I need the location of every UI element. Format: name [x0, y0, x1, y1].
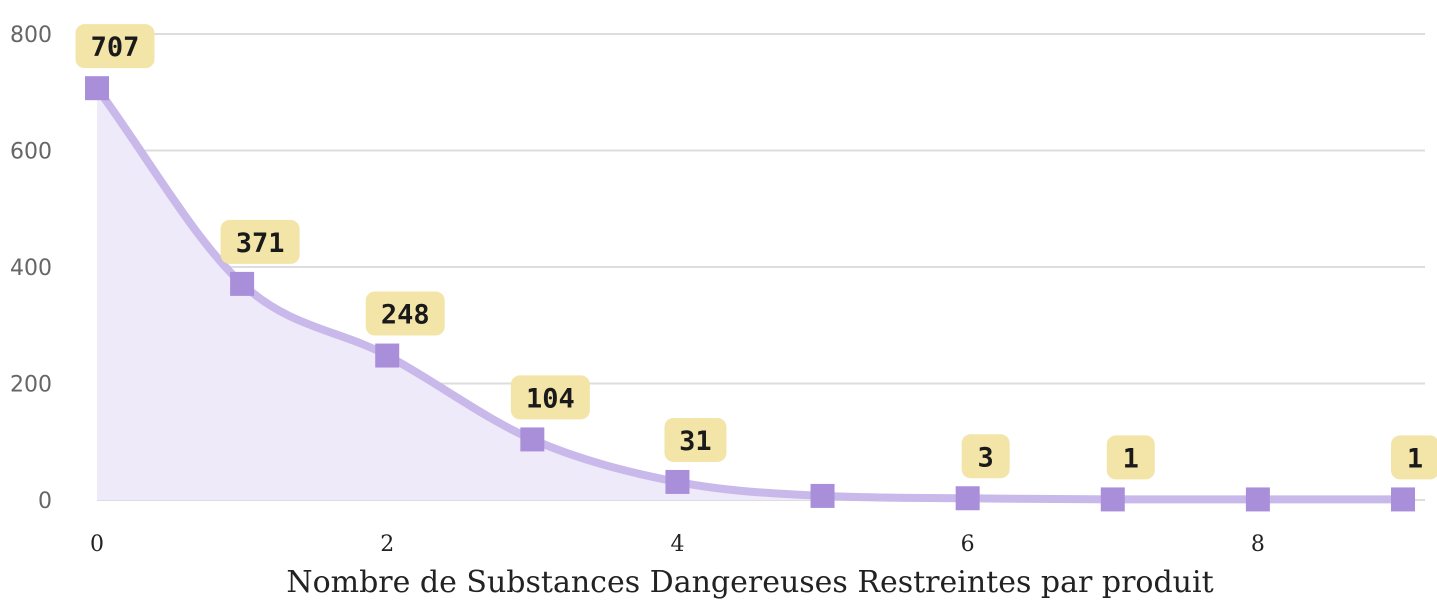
data-label-text: 707 — [91, 32, 140, 63]
x-tick-label: 8 — [1251, 532, 1265, 557]
data-label-box — [75, 24, 155, 69]
data-label-box — [220, 219, 300, 264]
data-point-marker — [520, 427, 545, 452]
data-label-box — [1106, 435, 1155, 480]
data-label: 371 — [220, 219, 300, 264]
data-point-marker — [955, 486, 980, 511]
data-label-box — [1391, 435, 1437, 480]
data-label-text: 1 — [1407, 443, 1423, 474]
series-markers — [85, 76, 1415, 512]
data-label-box — [961, 434, 1010, 479]
x-tick-label: 4 — [670, 532, 684, 557]
data-label-text: 31 — [679, 426, 712, 457]
y-tick-label: 0 — [38, 489, 52, 514]
data-label-text: 3 — [978, 442, 994, 473]
data-label-text: 248 — [381, 300, 430, 331]
data-point-marker — [1100, 487, 1125, 512]
x-tick-label: 6 — [961, 532, 975, 557]
y-tick-label: 600 — [10, 140, 52, 165]
data-point-marker — [85, 76, 109, 101]
data-label-box — [664, 417, 727, 462]
x-axis-ticks: 0 2 4 6 8 — [90, 532, 1265, 557]
data-label-box — [365, 291, 445, 336]
data-label-text: 1 — [1123, 443, 1139, 474]
x-axis-label: Nombre de Substances Dangereuses Restrei… — [286, 565, 1213, 600]
y-tick-label: 800 — [10, 23, 52, 48]
x-tick-label: 0 — [90, 532, 104, 557]
y-axis-ticks: 0 200 400 600 800 — [10, 23, 52, 514]
data-point-marker — [1391, 487, 1415, 512]
y-tick-label: 400 — [10, 256, 52, 281]
data-point-marker — [810, 483, 835, 508]
data-label-text: 104 — [526, 383, 575, 414]
data-label: 31 — [664, 417, 727, 462]
data-point-marker — [375, 343, 400, 368]
data-label-box — [510, 375, 590, 420]
data-label: 248 — [365, 291, 445, 336]
data-label: 104 — [510, 375, 590, 420]
data-label: 707 — [75, 24, 155, 69]
y-tick-label: 200 — [10, 373, 52, 398]
data-label: 3 — [961, 434, 1010, 479]
x-tick-label: 2 — [380, 532, 394, 557]
data-label-text: 371 — [236, 228, 285, 259]
data-label: 1 — [1106, 435, 1155, 480]
data-label: 1 — [1391, 435, 1437, 480]
data-point-marker — [1245, 487, 1270, 512]
series-area — [97, 88, 1403, 501]
data-point-marker — [230, 271, 255, 296]
series-line — [93, 84, 1407, 504]
data-point-marker — [665, 469, 690, 494]
